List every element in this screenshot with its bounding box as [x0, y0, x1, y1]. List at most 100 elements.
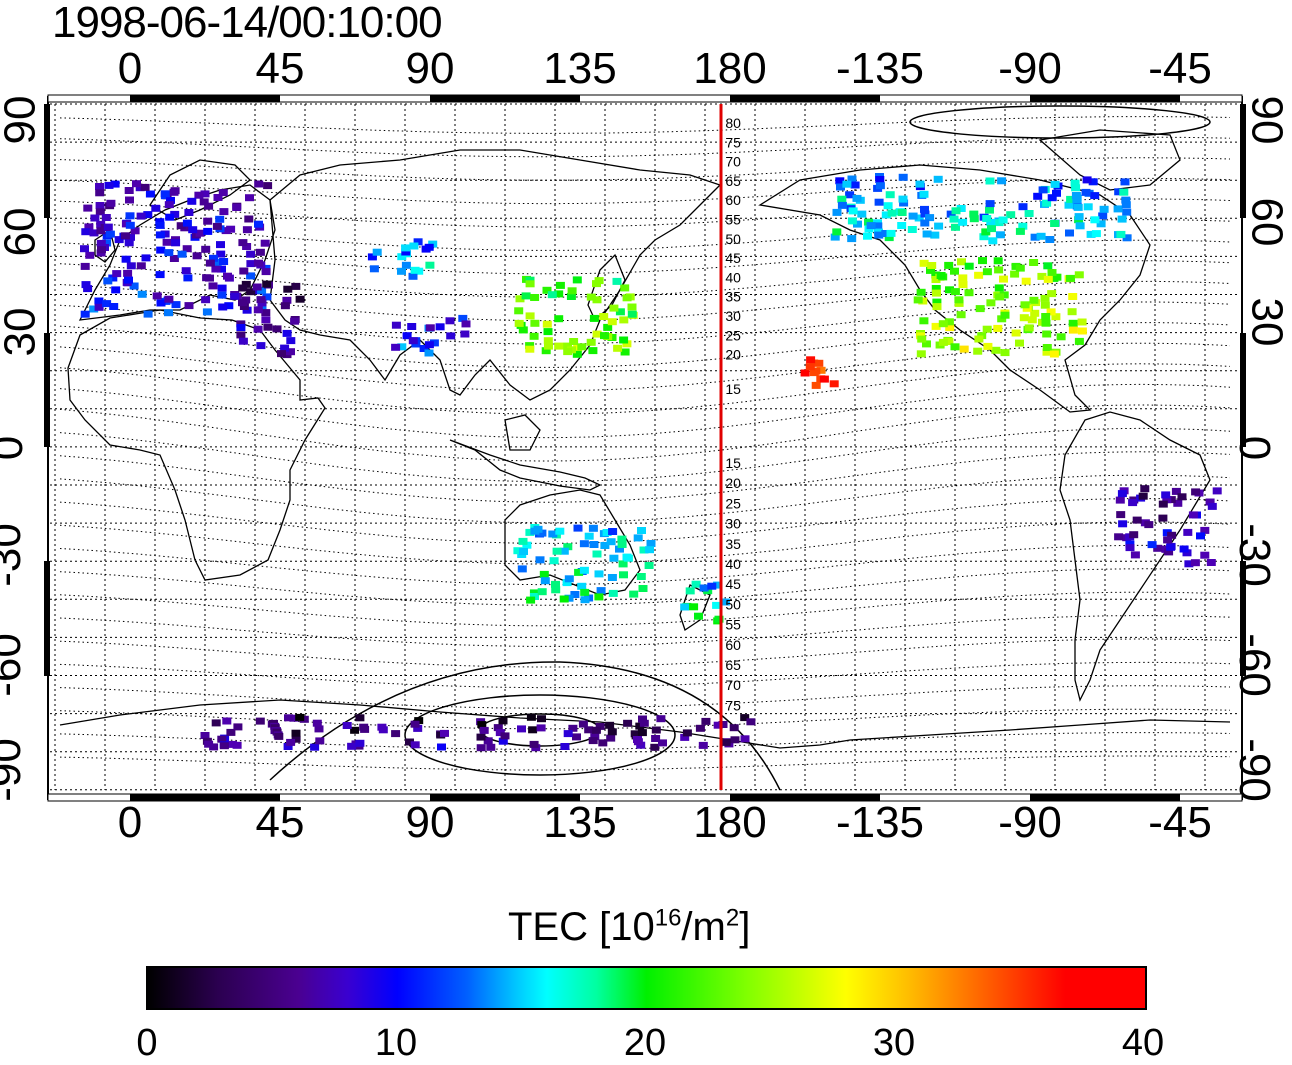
tec-pixel — [529, 740, 539, 748]
tec-pixel — [932, 298, 942, 306]
tec-pixel — [988, 237, 998, 245]
tec-pixel — [874, 198, 884, 206]
mlat-label: 20 — [725, 347, 741, 363]
tec-pixel — [555, 527, 565, 535]
tec-pixel — [594, 570, 604, 578]
tec-pixel — [533, 525, 543, 533]
tec-pixel — [916, 288, 926, 296]
tec-pixel — [920, 210, 930, 218]
tec-pixel — [1074, 337, 1084, 345]
tec-pixel — [594, 593, 604, 601]
lon-tick-top: -90 — [998, 44, 1062, 93]
tec-pixel — [145, 190, 155, 198]
tec-pixel — [519, 548, 528, 555]
tec-pixel — [112, 270, 122, 278]
tec-pixel — [409, 242, 419, 250]
tec-pixel — [255, 248, 265, 256]
tec-pixel — [217, 291, 227, 299]
mlat-label: 45 — [725, 250, 741, 266]
tec-pixel — [1024, 324, 1034, 332]
tec-pixel — [985, 200, 995, 208]
tec-pixel — [875, 176, 885, 183]
tec-pixel — [713, 581, 723, 589]
tec-pixel — [572, 276, 582, 284]
tec-pixel — [1045, 236, 1055, 243]
tec-pixel — [124, 239, 134, 247]
meridian-mlat-labels: 80 75 70 65 60 55 50 45 40 35 30 25 20 15 15 20 25 30 35 40… — [725, 115, 741, 713]
tec-pixel — [289, 714, 299, 722]
tec-pixel — [260, 239, 270, 247]
tec-pixel — [222, 717, 232, 725]
tec-pixel — [261, 309, 271, 317]
tec-pixel — [1038, 186, 1048, 194]
tec-pixel — [498, 737, 508, 745]
tec-pixel — [407, 323, 417, 330]
tec-pixel — [525, 528, 535, 536]
tec-pixel — [622, 553, 632, 561]
tec-pixel — [1120, 178, 1130, 186]
tec-pixel — [1050, 220, 1060, 227]
tec-pixel — [806, 356, 816, 364]
tec-pixel — [195, 229, 205, 237]
tec-pixel — [945, 286, 954, 294]
colorbar-title-main: TEC [10 — [508, 905, 655, 949]
tec-pixel — [596, 587, 606, 595]
tec-pixel — [1158, 500, 1168, 508]
tec-pixel — [183, 274, 193, 282]
tec-pixel — [377, 723, 387, 731]
tec-pixel — [188, 226, 198, 234]
tec-pixel — [842, 180, 852, 188]
tec-pixel — [956, 205, 966, 212]
tec-pixel — [931, 285, 941, 292]
tec-pixel — [129, 282, 139, 290]
tec-pixel — [95, 189, 105, 197]
tec-pixel — [1128, 499, 1138, 507]
tec-pixel — [123, 269, 133, 277]
tec-pixel — [958, 274, 968, 282]
tec-pixel — [1041, 319, 1051, 327]
tec-pixel — [223, 272, 232, 280]
tec-pixel — [355, 714, 365, 722]
tec-pixel — [899, 199, 909, 207]
tec-pixel — [537, 529, 547, 537]
tec-pixel — [164, 295, 174, 303]
tec-pixel — [437, 743, 446, 751]
tec-pixel — [656, 715, 666, 723]
tec-pixel — [94, 303, 104, 311]
tec-pixel — [605, 721, 615, 729]
mlat-label: 50 — [725, 596, 741, 612]
lon-tick-top: 135 — [543, 44, 617, 93]
tec-pixel — [964, 262, 974, 270]
tec-pixel — [219, 742, 229, 750]
tec-pixel — [609, 554, 619, 562]
tec-pixel — [975, 305, 985, 313]
tec-pixel — [627, 310, 637, 318]
tec-pixel — [136, 212, 146, 220]
tec-pixel — [155, 221, 165, 229]
tec-pixel — [256, 342, 266, 350]
tec-pixel — [1041, 313, 1051, 320]
tec-pixel — [513, 547, 523, 555]
tec-pixel — [617, 535, 627, 543]
tec-pixel — [944, 261, 954, 269]
tec-pixel — [618, 560, 628, 568]
tec-pixel — [1167, 531, 1177, 539]
tec-pixel — [238, 239, 248, 247]
tec-pixel — [680, 733, 690, 741]
tec-pixel — [612, 277, 622, 285]
tec-pixel — [1200, 551, 1210, 559]
tec-pixel — [286, 337, 296, 345]
tec-pixel — [998, 216, 1008, 224]
tec-pixel — [1036, 232, 1046, 240]
tec-pixel — [219, 258, 229, 265]
tec-pixel — [925, 214, 935, 222]
coast-greenland — [1038, 129, 1181, 191]
tec-pixel — [837, 195, 847, 203]
tec-pixel — [290, 317, 300, 325]
tec-pixel — [216, 241, 225, 249]
tec-pixel — [226, 728, 236, 736]
mlat-contour — [59, 239, 1231, 275]
tec-pixel — [898, 173, 908, 181]
tec-pixel — [164, 249, 174, 257]
lon-tick-bottom: -90 — [998, 798, 1062, 847]
